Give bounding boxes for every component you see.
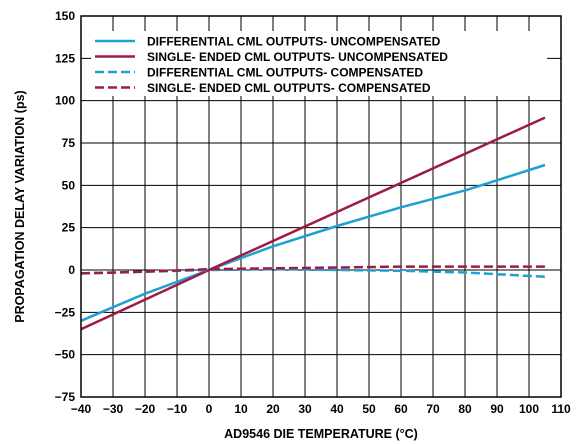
y-axis-label: PROPAGATION DELAY VARIATION (ps) (13, 90, 27, 322)
x-tick-label: −30 (103, 402, 124, 416)
x-tick-labels: −40 −30 −20 −10 0 10 20 30 40 50 60 70 80 90 100 110 (71, 402, 571, 416)
x-tick-label: 20 (266, 402, 280, 416)
x-tick-label: −40 (71, 402, 92, 416)
y-tick-label: 75 (62, 136, 76, 150)
x-tick-label: −10 (167, 402, 188, 416)
y-tick-label: 100 (55, 94, 75, 108)
y-tick-label: 25 (62, 221, 76, 235)
y-tick-label: −50 (55, 348, 76, 362)
x-tick-label: 10 (234, 402, 248, 416)
legend-label: DIFFERENTIAL CML OUTPUTS- UNCOMPENSATED (147, 35, 441, 49)
legend-label: DIFFERENTIAL CML OUTPUTS- COMPENSATED (147, 66, 423, 80)
series-layer (80, 116, 546, 331)
plot-frame (80, 15, 562, 398)
y-tick-label: −75 (55, 390, 76, 404)
series-line-4 (80, 265, 545, 275)
y-tick-labels: −75 −50 −25 0 25 50 75 100 125 150 (55, 9, 76, 404)
legend-label: SINGLE- ENDED CML OUTPUTS- COMPENSATED (147, 81, 431, 95)
series-line-1 (80, 163, 546, 322)
x-tick-label: 40 (330, 402, 344, 416)
y-tick-label: 0 (68, 263, 75, 277)
x-tick-label: 70 (426, 402, 440, 416)
x-tick-label: 0 (206, 402, 213, 416)
series-line-2 (80, 116, 546, 331)
x-tick-label: 90 (490, 402, 504, 416)
x-axis-label: AD9546 DIE TEMPERATURE (°C) (224, 427, 418, 441)
y-tick-label: 150 (55, 9, 75, 23)
x-tick-label: 80 (458, 402, 472, 416)
x-tick-label: 100 (519, 402, 539, 416)
y-tick-label: −25 (55, 305, 76, 319)
y-tick-label: 125 (55, 51, 75, 65)
x-tick-label: 30 (298, 402, 312, 416)
x-tick-label: 50 (362, 402, 376, 416)
x-tick-label: −20 (135, 402, 156, 416)
y-tick-label: 50 (62, 178, 76, 192)
x-tick-label: 60 (394, 402, 408, 416)
legend-box (91, 31, 547, 96)
legend-label: SINGLE- ENDED CML OUTPUTS- UNCOMPENSATED (147, 50, 448, 64)
legend: DIFFERENTIAL CML OUTPUTS- UNCOMPENSATEDS… (95, 35, 448, 95)
x-tick-label: 110 (551, 402, 571, 416)
